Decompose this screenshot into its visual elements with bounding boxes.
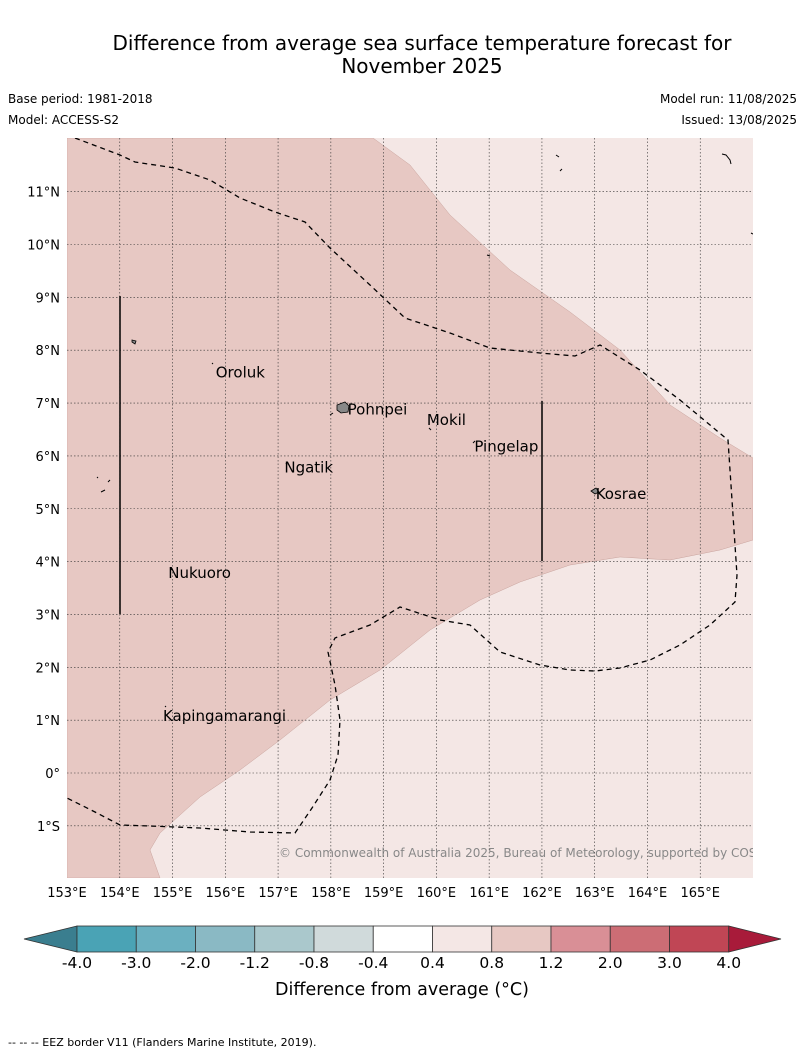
colorbar-tick-label: 0.8 <box>479 954 504 972</box>
latitude-tick-label: 8°N <box>36 344 61 359</box>
colorbar-tick-label: -2.0 <box>180 954 210 972</box>
longitude-tick-label: 159°E <box>364 886 404 901</box>
issued-date: Issued: 13/08/2025 <box>681 113 797 127</box>
latitude-tick-labels: 11°N 10°N 9°N 8°N 7°N 6°N 5°N 4°N 3°N 2°N 1°N 0° 1°S <box>27 186 60 835</box>
longitude-tick-label: 157°E <box>258 886 298 901</box>
colorbar-tick-label: -1.2 <box>240 954 270 972</box>
latitude-tick-label: 3°N <box>36 608 61 623</box>
title-line-1: Difference from average sea surface temp… <box>112 31 732 55</box>
anomaly-band-0.8-1.2 <box>67 138 753 878</box>
colorbar-segment <box>254 925 315 953</box>
colorbar-segment <box>432 925 493 953</box>
place-label-kapingamarangi: Kapingamarangi <box>163 707 286 725</box>
longitude-tick-labels: 153°E 154°E 155°E 156°E 157°E 158°E 159°E 160°E… <box>47 886 720 901</box>
longitude-tick-label: 164°E <box>628 886 668 901</box>
longitude-tick-label: 160°E <box>417 886 457 901</box>
latitude-tick-label: 11°N <box>27 186 60 201</box>
colorbar-tick-label: 1.2 <box>539 954 564 972</box>
longitude-tick-label: 162°E <box>522 886 562 901</box>
longitude-tick-label: 153°E <box>47 886 87 901</box>
colorbar-label: Difference from average (°C) <box>275 980 529 1000</box>
model-run: Model run: 11/08/2025 <box>659 92 797 106</box>
chart-title: Difference from average sea surface temp… <box>40 32 804 78</box>
colorbar-segment <box>609 925 670 953</box>
kosrae-island <box>590 487 600 495</box>
place-label-mokil: Mokil <box>427 411 466 429</box>
colorbar-tick-label: 3.0 <box>657 954 682 972</box>
latitude-tick-label: 1°N <box>36 714 61 729</box>
graticule <box>67 138 753 878</box>
longitude-tick-label: 155°E <box>153 886 193 901</box>
latitude-tick-label: 2°N <box>36 661 61 676</box>
title-line-2: November 2025 <box>341 54 503 78</box>
colorbar-segment <box>195 925 256 953</box>
eez-borders <box>67 138 738 834</box>
latitude-tick-label: 7°N <box>36 397 61 412</box>
base-period: Base period: 1981-2018 <box>8 92 153 106</box>
island-marker <box>131 339 137 345</box>
place-label-pingelap: Pingelap <box>474 437 538 455</box>
colorbar-segment <box>372 925 433 953</box>
colorbar-tick-label: 2.0 <box>598 954 623 972</box>
colorbar-segment <box>135 925 196 953</box>
place-label-nukuoro: Nukuoro <box>168 564 231 582</box>
latitude-tick-label: 6°N <box>36 450 61 465</box>
place-label-pohnpei: Pohnpei <box>348 400 408 418</box>
place-label-kosrae: Kosrae <box>596 485 647 503</box>
latitude-tick-label: 0° <box>45 767 60 782</box>
colorbar-tick-label: 0.4 <box>420 954 445 972</box>
colorbar-segment <box>550 925 611 953</box>
pohnpei-island <box>336 401 350 414</box>
colorbar-segment <box>313 925 374 953</box>
longitude-tick-label: 163°E <box>575 886 615 901</box>
colorbar-tick-label: 4.0 <box>716 954 741 972</box>
model-name: Model: ACCESS-S2 <box>8 113 120 127</box>
colorbar-segment <box>76 925 137 953</box>
colorbar-tick-label: -0.4 <box>358 954 388 972</box>
colorbar-extend-max <box>728 925 782 953</box>
colorbar-tick-label: -3.0 <box>121 954 151 972</box>
colorbar-segment <box>669 925 730 953</box>
eez-footnote: -- -- -- EEZ border V11 (Flanders Marine… <box>8 1036 317 1049</box>
longitude-tick-label: 156°E <box>206 886 246 901</box>
colorbar-segment <box>491 925 552 953</box>
copyright-note: © Commonwealth of Australia 2025, Bureau… <box>279 846 784 860</box>
map-area: © Commonwealth of Australia 2025, Bureau… <box>67 138 784 878</box>
latitude-tick-label: 1°S <box>37 820 60 835</box>
latitude-tick-label: 5°N <box>36 503 61 518</box>
place-label-ngatik: Ngatik <box>284 458 333 476</box>
latitude-tick-label: 9°N <box>36 291 61 306</box>
place-labels: Oroluk Pohnpei Mokil Pingelap Ngatik Kosrae Nu… <box>163 363 646 725</box>
small-island-marks <box>96 153 753 708</box>
map-figure: © Commonwealth of Australia 2025, Bureau… <box>23 138 784 972</box>
colorbar: -4.0 -3.0 -2.0 -1.2 -0.8 -0.4 0.4 0.8 1.2 2.0 3.0 4… <box>23 925 782 972</box>
latitude-tick-label: 10°N <box>27 239 60 254</box>
longitude-tick-label: 158°E <box>311 886 351 901</box>
latitude-tick-label: 4°N <box>36 556 61 571</box>
place-label-oroluk: Oroluk <box>216 363 265 381</box>
eez-border-north <box>67 138 738 834</box>
longitude-tick-label: 165°E <box>680 886 720 901</box>
longitude-tick-label: 154°E <box>100 886 140 901</box>
colorbar-extend-min <box>23 925 78 953</box>
colorbar-tick-label: -4.0 <box>62 954 92 972</box>
colorbar-tick-label: -0.8 <box>299 954 329 972</box>
longitude-tick-label: 161°E <box>469 886 509 901</box>
islands <box>131 339 600 495</box>
